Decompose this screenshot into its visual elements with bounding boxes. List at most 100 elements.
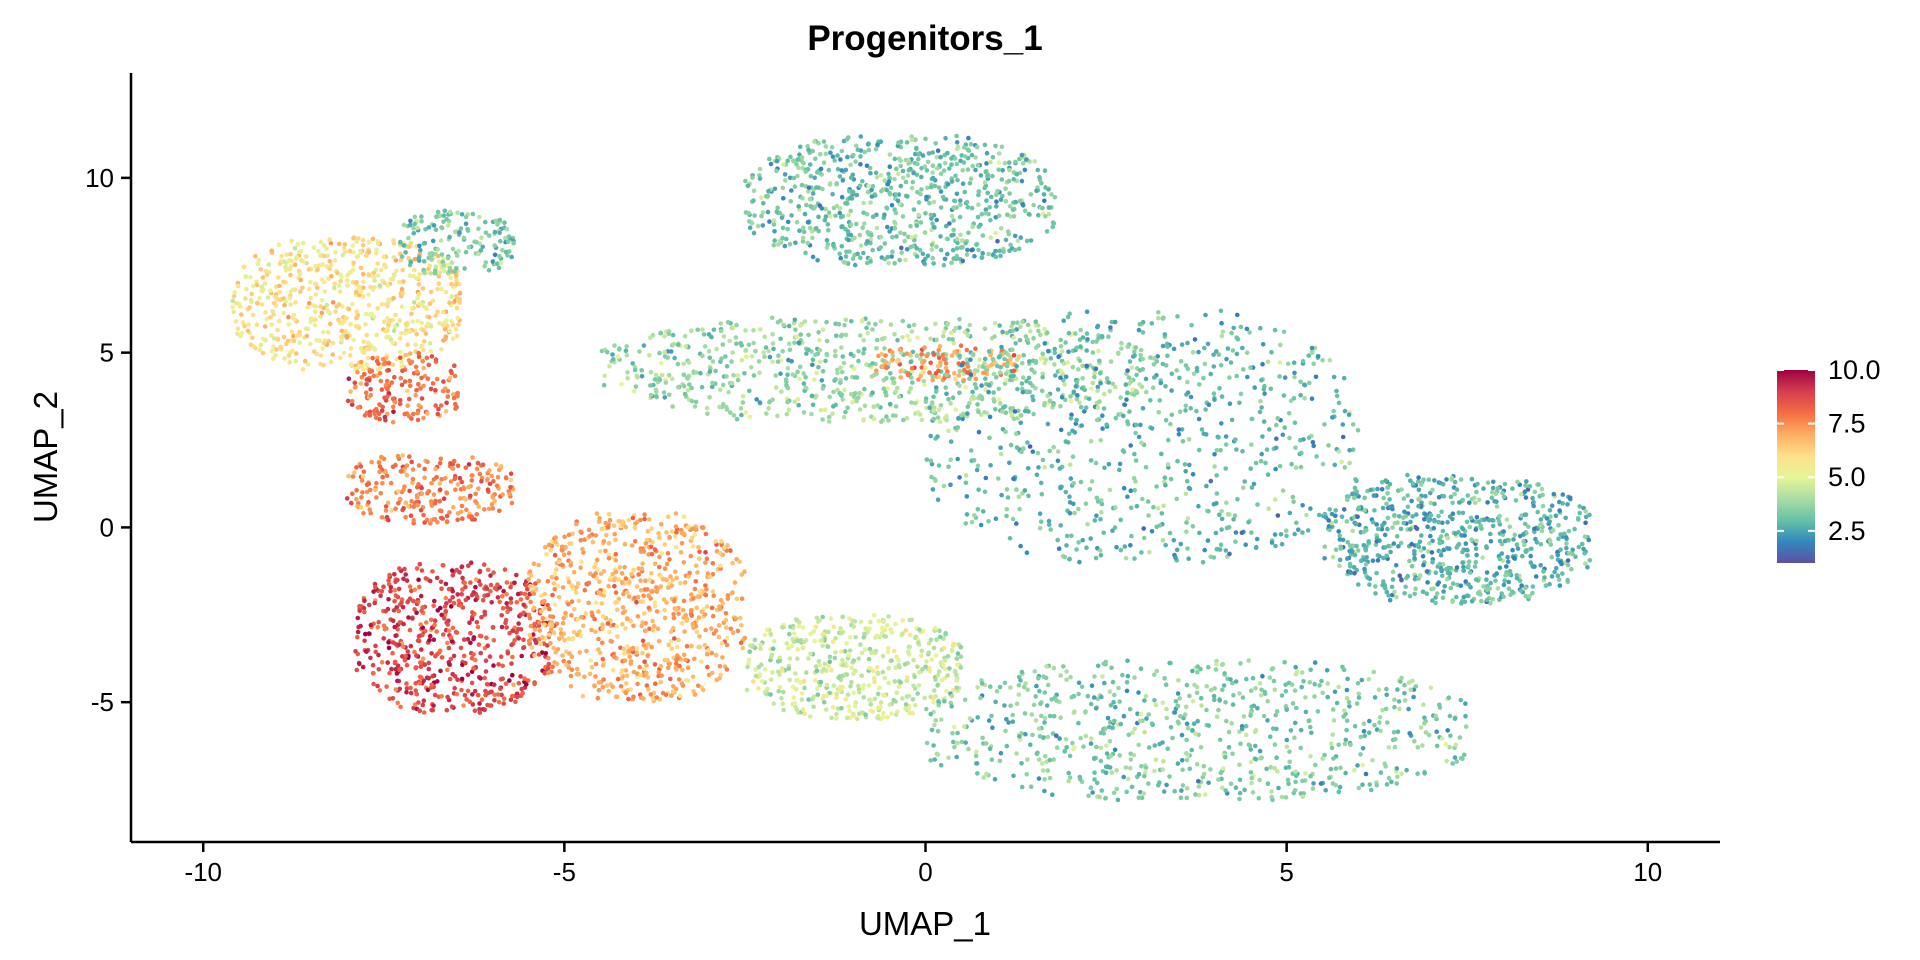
scatter-point [574,584,579,590]
scatter-point [856,656,861,661]
scatter-point [441,309,446,315]
scatter-point [1213,530,1219,536]
scatter-point [823,144,829,149]
scatter-point [521,645,527,650]
scatter-point [503,475,509,480]
scatter-point [880,669,886,675]
scatter-point [596,609,601,614]
scatter-point [239,312,244,317]
scatter-point [992,321,998,326]
scatter-point [375,306,381,311]
scatter-point [479,479,484,484]
scatter-point [455,463,461,469]
scatter-point [1244,350,1250,356]
scatter-point [975,162,981,168]
scatter-point [430,298,436,304]
scatter-point [904,351,910,357]
scatter-point [1042,198,1047,204]
scatter-point [1008,406,1013,411]
scatter-point [297,271,303,277]
scatter-point [427,638,432,643]
scatter-point [466,484,471,490]
scatter-point [417,301,423,306]
scatter-point [404,578,410,583]
scatter-point [1018,413,1024,418]
scatter-point [322,253,327,259]
scatter-point [1098,516,1103,522]
scatter-point [522,591,528,597]
scatter-point [269,248,275,254]
scatter-point [429,503,435,508]
scatter-point [392,659,398,665]
scatter-point [242,264,247,270]
scatter-point [614,694,620,699]
scatter-point [884,414,889,419]
scatter-point [371,373,377,379]
scatter-point [672,636,677,641]
scatter-point [400,604,406,610]
scatter-point [542,622,547,627]
scatter-point [838,630,844,636]
scatter-point [742,569,747,574]
scatter-point [297,340,303,345]
scatter-point [734,322,739,328]
scatter-point [934,244,939,249]
scatter-point [720,552,726,558]
scatter-point [490,259,496,264]
scatter-point [420,358,426,364]
scatter-point [914,353,920,359]
scatter-point [373,415,379,421]
scatter-point [919,648,925,654]
scatter-point [271,300,277,306]
scatter-point [461,703,466,708]
scatter-point [828,616,834,621]
scatter-point [419,343,425,349]
scatter-point [915,189,920,195]
scatter-point [788,624,793,630]
scatter-point [646,605,652,611]
scatter-point [356,236,361,241]
scatter-point [878,319,884,324]
scatter-point [843,317,849,323]
scatter-point [861,200,866,206]
scatter-point [886,260,891,266]
scatter-point [785,226,790,232]
scatter-point [593,661,599,667]
scatter-point [900,618,906,623]
scatter-point [360,474,366,479]
scatter-point [770,359,775,365]
scatter-point [492,692,497,698]
scatter-point [586,600,591,606]
scatter-point [246,322,251,327]
scatter-point [909,400,914,405]
scatter-point [595,557,600,563]
scatter-point [249,291,254,297]
scatter-point [414,387,419,393]
scatter-point [933,321,938,327]
scatter-point [874,225,880,231]
scatter-point [824,353,830,358]
scatter-point [851,671,856,676]
scatter-point [838,380,843,386]
scatter-point [262,324,268,329]
scatter-point [879,188,884,194]
scatter-point [1292,531,1297,537]
scatter-point [318,239,324,245]
scatter-point [780,668,785,673]
scatter-point [393,687,399,692]
scatter-point [540,635,545,640]
scatter-point [843,697,849,702]
scatter-point [396,642,402,647]
scatter-point [889,630,895,635]
scatter-point [843,200,848,206]
scatter-point [801,371,806,376]
scatter-point [443,595,449,601]
scatter-point [664,530,669,535]
scatter-point [439,286,444,292]
scatter-point [1249,530,1254,535]
scatter-point [967,181,973,186]
scatter-point [348,389,353,394]
scatter-point [600,640,605,646]
scatter-point [419,396,425,401]
scatter-point [508,471,514,477]
